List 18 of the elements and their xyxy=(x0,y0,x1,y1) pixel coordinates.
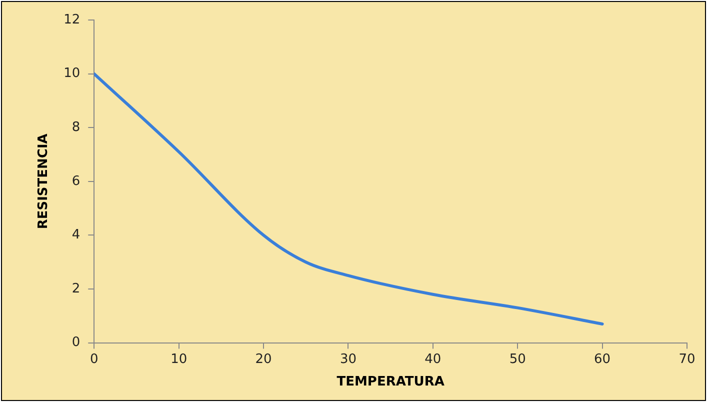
y-tick-label: 10 xyxy=(64,66,80,82)
x-tick-label: 60 xyxy=(594,352,611,367)
x-tick-label: 0 xyxy=(90,352,98,367)
y-tick-label: 0 xyxy=(72,335,80,350)
y-tick-label: 12 xyxy=(64,12,80,28)
x-tick-label: 10 xyxy=(170,352,188,367)
y-tick-label: 2 xyxy=(72,281,80,296)
y-tick-label: 8 xyxy=(72,120,80,135)
x-tick-label: 40 xyxy=(424,352,442,367)
x-axis-title: TEMPERATURA xyxy=(336,374,444,390)
x-tick-label: 70 xyxy=(678,352,696,367)
y-tick-label: 6 xyxy=(72,174,80,189)
y-axis-title: RESISTENCIA xyxy=(36,134,52,230)
y-tick-label: 4 xyxy=(72,228,80,243)
x-tick-label: 50 xyxy=(509,352,526,367)
line-series xyxy=(94,72,604,326)
x-tick-label: 20 xyxy=(255,352,272,367)
x-tick-label: 30 xyxy=(340,352,356,367)
